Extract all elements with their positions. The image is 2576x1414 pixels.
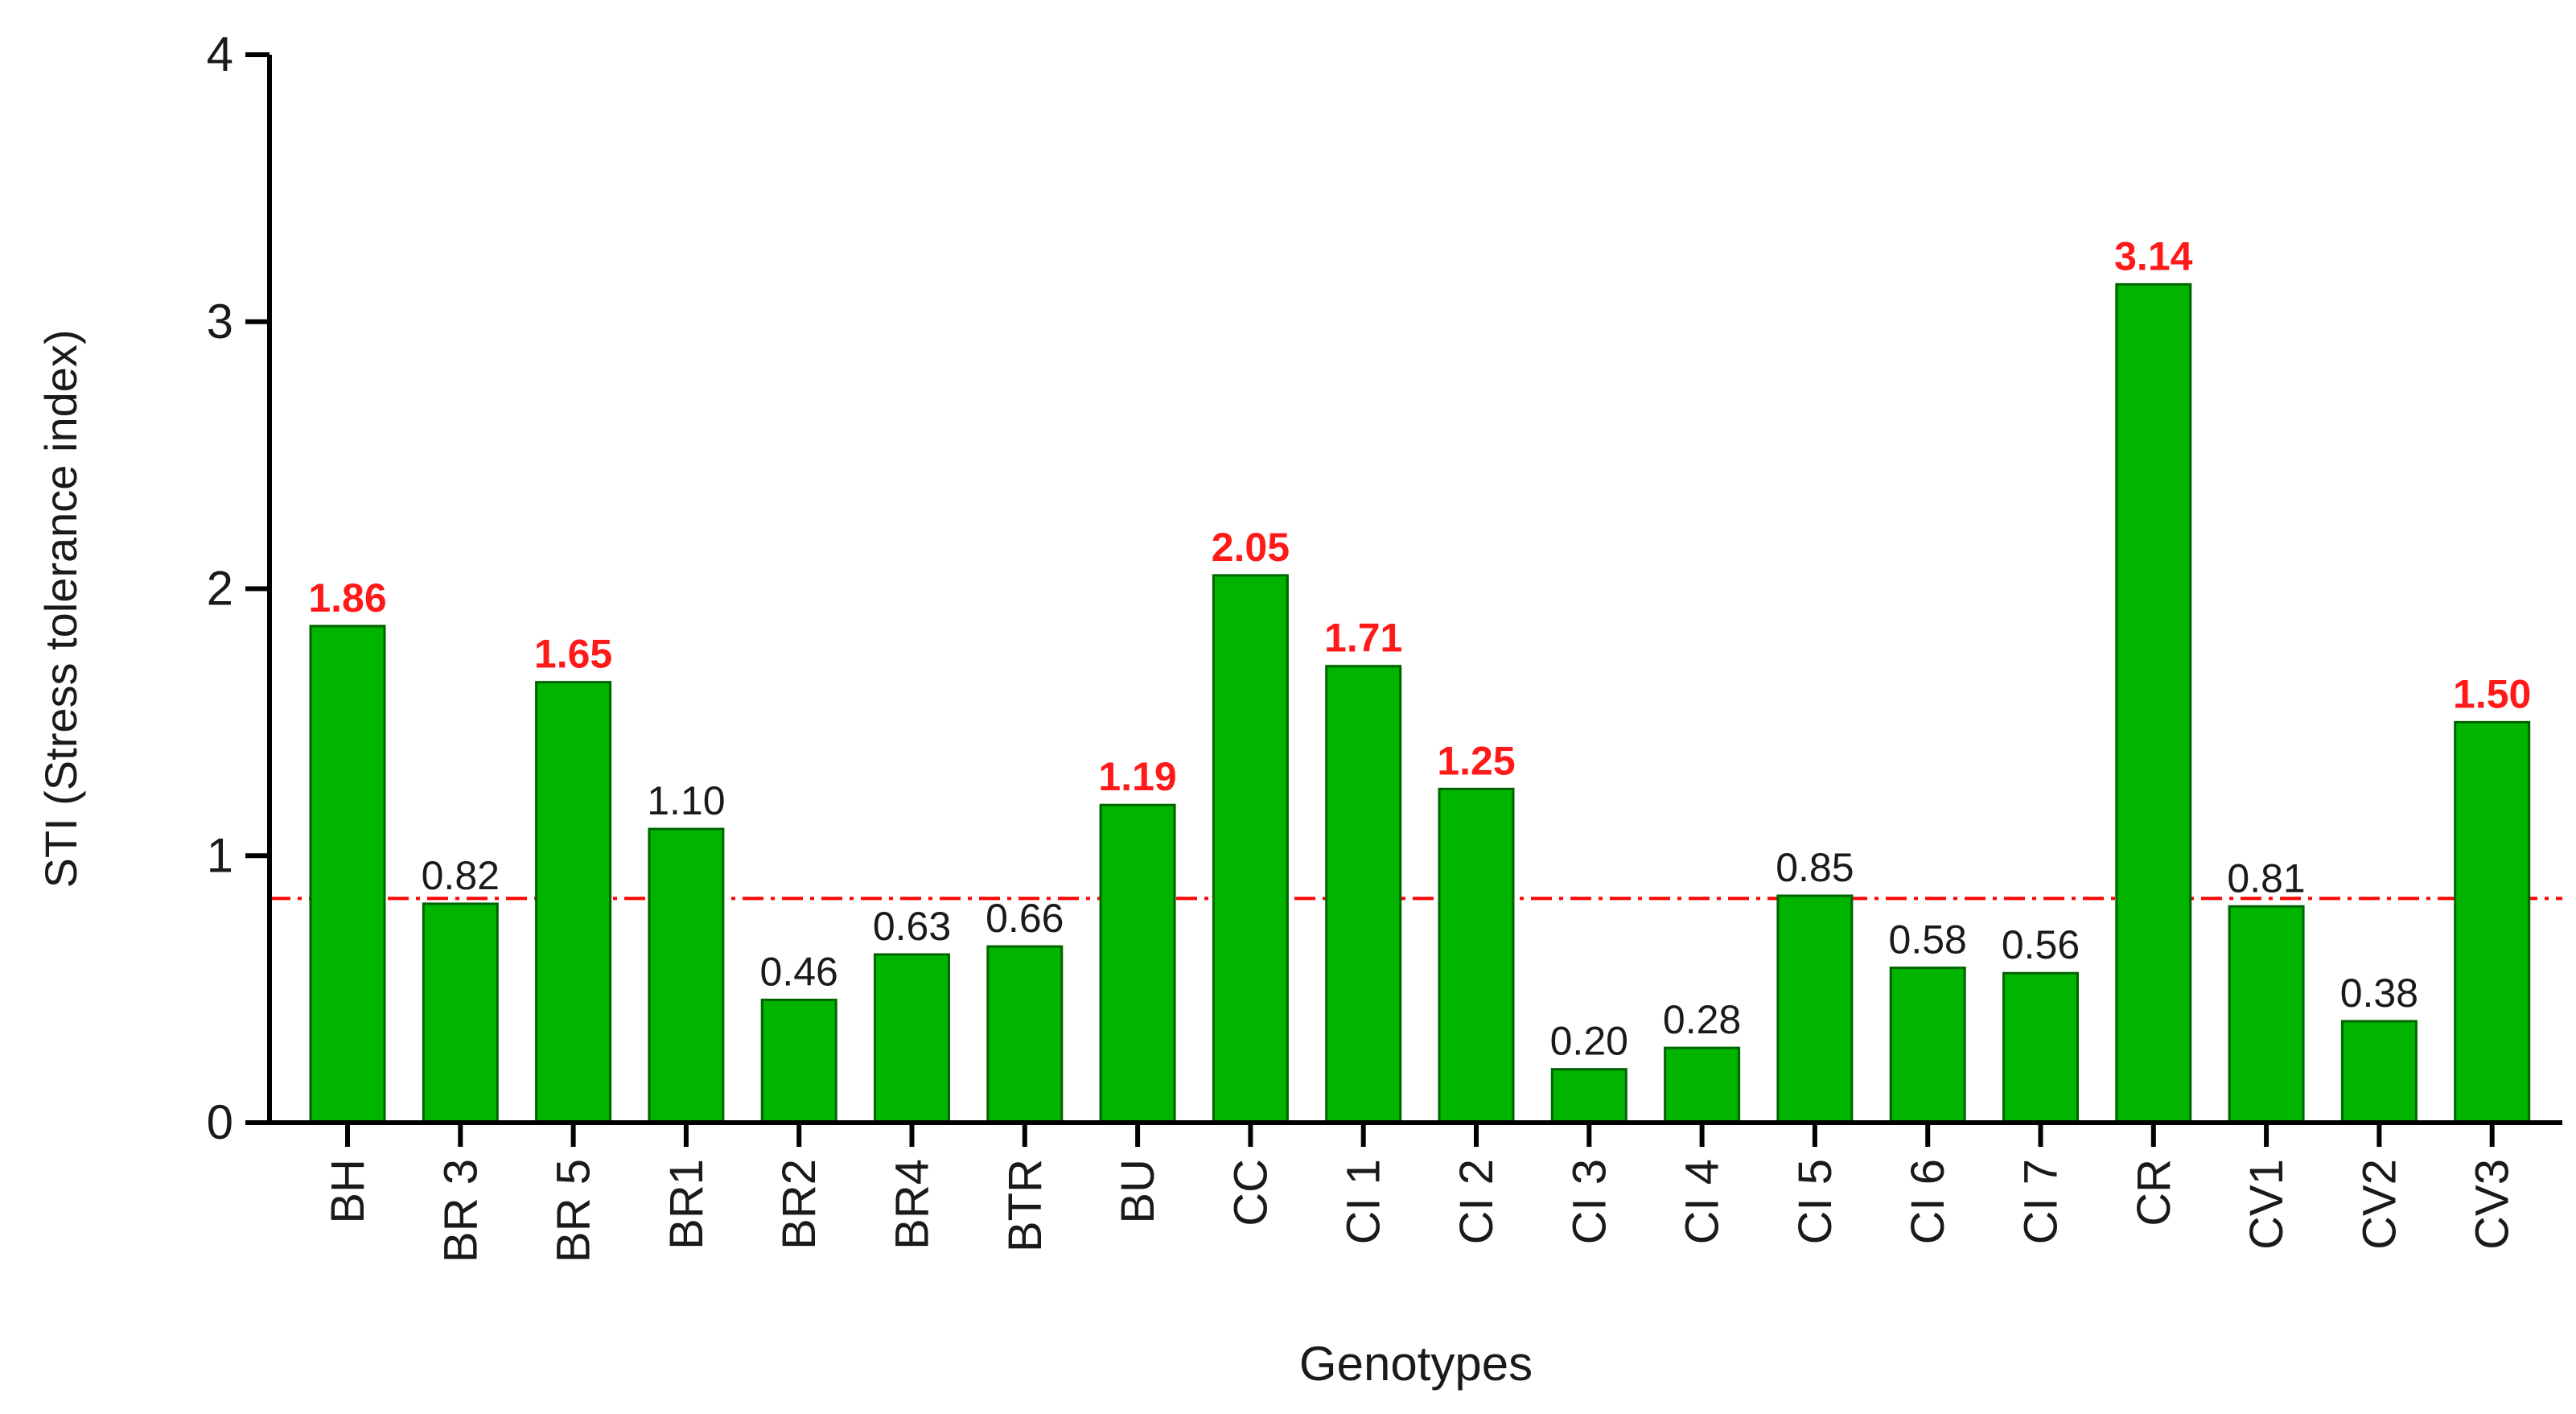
x-tick-label: CI 1	[1338, 1159, 1390, 1244]
data-label: 1.65	[534, 632, 612, 677]
y-axis-title: STI (Stress tolerance index)	[35, 329, 86, 888]
data-label: 3.14	[2114, 233, 2193, 278]
bar	[2228, 905, 2305, 1124]
y-ticks-group: 0 1 2 3 4	[207, 27, 270, 1149]
bar	[309, 625, 386, 1124]
data-label: 1.86	[308, 575, 386, 620]
data-label: 1.50	[2453, 671, 2531, 716]
x-tick-label: BR 5	[548, 1159, 600, 1263]
data-label: 2.05	[1212, 525, 1290, 570]
bar	[1550, 1068, 1627, 1124]
data-label: 0.20	[1550, 1019, 1628, 1064]
data-label: 0.63	[873, 904, 951, 949]
bar	[1212, 574, 1289, 1124]
bar	[1099, 803, 1176, 1124]
bar	[535, 681, 612, 1124]
data-label: 1.71	[1324, 616, 1402, 661]
x-tick-label: CI 5	[1789, 1159, 1841, 1244]
y-tick-label: 4	[207, 27, 233, 81]
bar	[422, 902, 499, 1124]
x-tick-label: CR	[2128, 1159, 2180, 1226]
x-tick-label: CI 4	[1677, 1159, 1729, 1244]
x-tick-label: CC	[1224, 1159, 1277, 1226]
data-label: 0.82	[422, 853, 500, 898]
data-label: 0.28	[1663, 997, 1741, 1042]
data-label: 1.10	[647, 778, 725, 823]
bar	[1664, 1046, 1741, 1124]
y-tick-label: 3	[207, 295, 233, 348]
bar	[760, 998, 837, 1124]
bar	[1889, 967, 1966, 1124]
data-label: 0.66	[986, 896, 1064, 941]
x-axis-title: Genotypes	[1299, 1337, 1533, 1391]
bar	[1325, 665, 1402, 1124]
x-tick-label: BH	[322, 1159, 374, 1224]
data-label: 1.19	[1098, 754, 1176, 799]
y-tick-label: 1	[207, 828, 233, 882]
x-tick-label: CI 6	[1902, 1159, 1954, 1244]
data-label: 1.25	[1437, 738, 1515, 783]
x-ticks-group: BH BR 3 BR 5 BR1 BR2 BR4 BTR BU CC CI 1 CI 2 CI 3 CI…	[322, 1123, 2519, 1263]
x-tick-label: BU	[1112, 1159, 1164, 1224]
bar	[2002, 971, 2079, 1124]
x-tick-label: BR2	[773, 1159, 825, 1250]
x-tick-label: CV2	[2353, 1159, 2405, 1250]
data-label: 0.46	[760, 949, 838, 994]
x-tick-label: BTR	[999, 1159, 1051, 1252]
bar	[1776, 894, 1854, 1124]
y-tick-label: 0	[207, 1095, 233, 1149]
bar	[874, 953, 950, 1124]
x-tick-label: BR1	[660, 1159, 713, 1250]
y-tick-label: 2	[207, 562, 233, 616]
data-label: 0.58	[1889, 917, 1967, 963]
x-tick-label: CI 7	[2015, 1159, 2068, 1244]
bar	[986, 945, 1064, 1124]
bars-group	[309, 282, 2531, 1124]
x-tick-label: BR 3	[434, 1159, 487, 1263]
axes-group: 0 1 2 3 4 BH BR 3 BR 5 BR1 BR2 BR4 BTR BU CC CI 1 CI 2…	[207, 27, 2562, 1263]
bar	[2340, 1020, 2418, 1124]
data-label: 0.81	[2227, 855, 2305, 901]
data-label: 0.85	[1776, 845, 1854, 890]
x-tick-label: CI 3	[1563, 1159, 1615, 1244]
bar	[2454, 720, 2531, 1124]
data-label: 0.38	[2340, 971, 2418, 1016]
bar	[2115, 282, 2192, 1124]
x-tick-label: BR4	[887, 1159, 939, 1250]
data-label: 0.56	[2002, 922, 2080, 967]
value-labels-group: 1.86 0.82 1.65 1.10 0.46 0.63 0.66 1.19 2.05 1.71…	[308, 233, 2531, 1063]
x-tick-label: CV1	[2241, 1159, 2293, 1250]
x-tick-label: CV3	[2467, 1159, 2519, 1250]
bar	[648, 827, 725, 1124]
bar	[1438, 787, 1515, 1124]
x-tick-label: CI 2	[1451, 1159, 1503, 1244]
